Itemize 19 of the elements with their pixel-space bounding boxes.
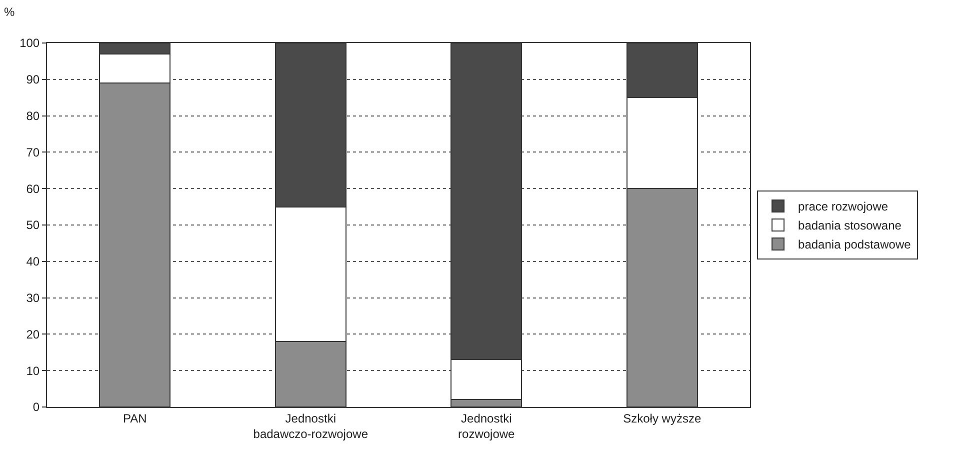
x-tick-label: PAN [122,411,147,426]
legend-label: badania stosowane [798,218,902,233]
x-tick-label: Szkoły wyższe [623,411,702,426]
y-tick-label: 70 [26,145,40,160]
y-tick-label: 90 [26,72,40,87]
legend-label: badania podstawowe [798,238,912,252]
y-tick-label: 100 [20,36,40,50]
legend-label: prace rozwojowe [798,200,888,214]
y-tick-label: 30 [26,291,40,305]
y-axis-title: % [4,5,15,19]
x-tick-label: Jednostki rozwojowe [458,411,516,441]
y-tick-label: 50 [26,218,40,232]
y-tick-label: 0 [32,400,40,414]
y-tick-label: 40 [26,254,40,269]
y-tick-label: 10 [26,364,40,378]
y-tick-label: 20 [26,327,40,342]
y-tick-label: 60 [26,182,40,196]
x-tick-label: Jednostki badawczo-rozwojowe [253,411,368,441]
y-tick-label: 80 [26,109,40,123]
